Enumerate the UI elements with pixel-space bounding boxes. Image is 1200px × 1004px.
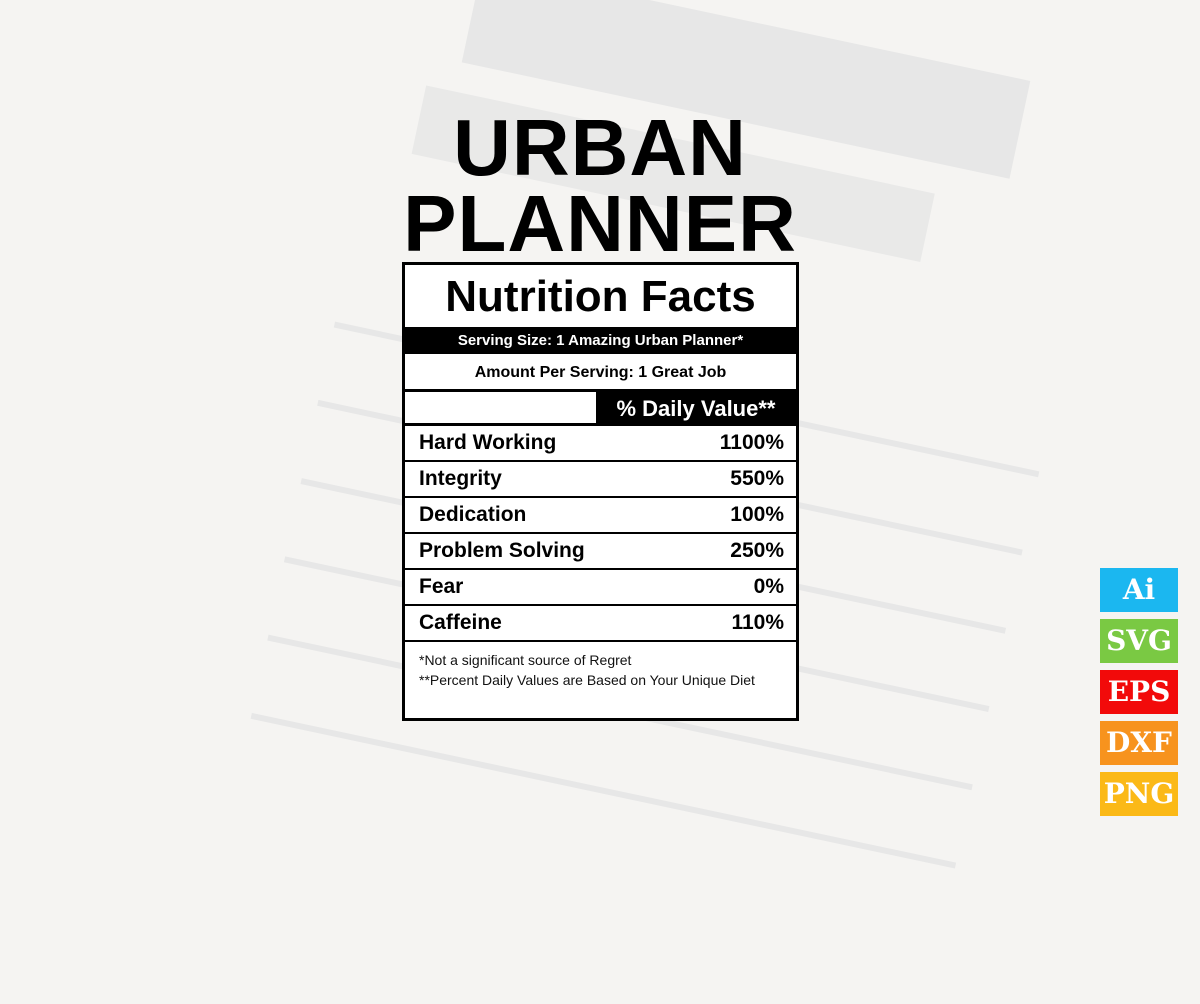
serving-size: Serving Size: 1 Amazing Urban Planner*: [405, 327, 796, 354]
nutrient-value: 550%: [730, 467, 784, 490]
format-badge-dxf: DXF: [1100, 721, 1178, 765]
format-badge-svg: SVG: [1100, 619, 1178, 663]
nutrient-name: Integrity: [419, 467, 502, 490]
title-line-2: PLANNER: [403, 179, 797, 268]
nutrient-value: 0%: [753, 575, 784, 598]
nutrient-row: Problem Solving 250%: [405, 534, 796, 570]
nutrient-row: Fear 0%: [405, 570, 796, 606]
nutrient-name: Dedication: [419, 503, 527, 526]
nutrient-name: Caffeine: [419, 611, 502, 634]
nutrient-value: 100%: [730, 503, 784, 526]
ghost-row-line: [250, 712, 957, 869]
nutrient-row: Dedication 100%: [405, 498, 796, 534]
format-badge-ai: Ai: [1100, 568, 1178, 612]
format-badge-eps: EPS: [1100, 670, 1178, 714]
nutrient-value: 1100%: [719, 431, 784, 454]
nutrient-row: Integrity 550%: [405, 462, 796, 498]
daily-value-row: % Daily Value**: [405, 392, 796, 426]
title-line-1: URBAN: [453, 103, 747, 192]
nutrition-label: Nutrition Facts Serving Size: 1 Amazing …: [402, 262, 799, 721]
amount-per-serving: Amount Per Serving: 1 Great Job: [405, 354, 796, 392]
nutrient-value: 250%: [730, 539, 784, 562]
format-badge-png: PNG: [1100, 772, 1178, 816]
nutrient-row: Hard Working 1100%: [405, 426, 796, 462]
footnote-1: *Not a significant source of Regret: [419, 652, 632, 668]
footnotes: *Not a significant source of Regret **Pe…: [405, 642, 796, 698]
footnote-2: **Percent Daily Values are Based on Your…: [419, 672, 755, 688]
nutrient-row: Caffeine 110%: [405, 606, 796, 642]
nutrient-name: Hard Working: [419, 431, 557, 454]
daily-value-header: % Daily Value**: [596, 392, 796, 426]
nutrient-value: 110%: [731, 611, 784, 634]
nutrient-name: Problem Solving: [419, 539, 585, 562]
nutrition-heading: Nutrition Facts: [445, 272, 756, 321]
nutrient-name: Fear: [419, 575, 464, 598]
